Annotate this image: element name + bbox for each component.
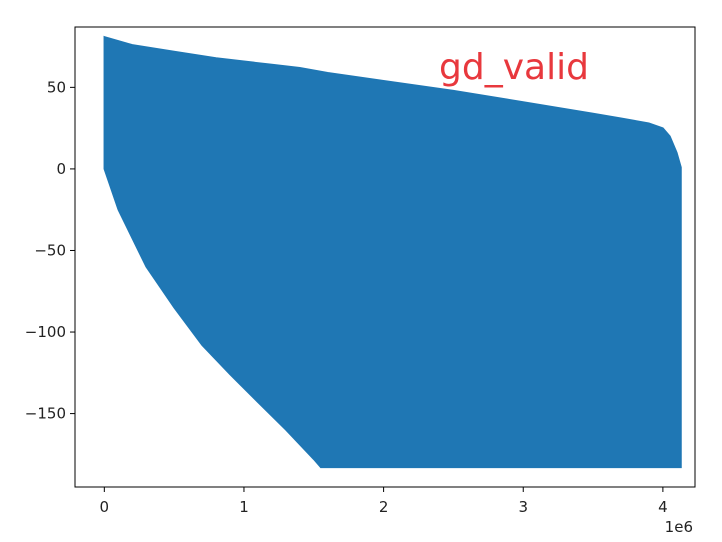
series-layer — [103, 35, 682, 469]
x-axis-offset-label: 1e6 — [665, 518, 693, 536]
plot-frame — [74, 26, 696, 488]
y-tick-label: 50 — [47, 78, 66, 96]
x-tick-label: 4 — [658, 498, 668, 516]
y-tick-label: −50 — [34, 241, 66, 259]
axes-layer: 0 1 2 3 4 50 0 −50 −100 −150 — [25, 78, 668, 516]
y-tick-label: 0 — [56, 160, 66, 178]
x-tick-label: 1 — [239, 498, 249, 516]
series-0-area — [103, 35, 682, 469]
y-tick-label: −100 — [25, 323, 66, 341]
x-tick-label: 2 — [379, 498, 389, 516]
y-tick-label: −150 — [25, 405, 66, 423]
x-tick-label: 3 — [518, 498, 528, 516]
chart-annotation: gd_valid — [439, 47, 589, 88]
x-tick-label: 0 — [100, 498, 110, 516]
